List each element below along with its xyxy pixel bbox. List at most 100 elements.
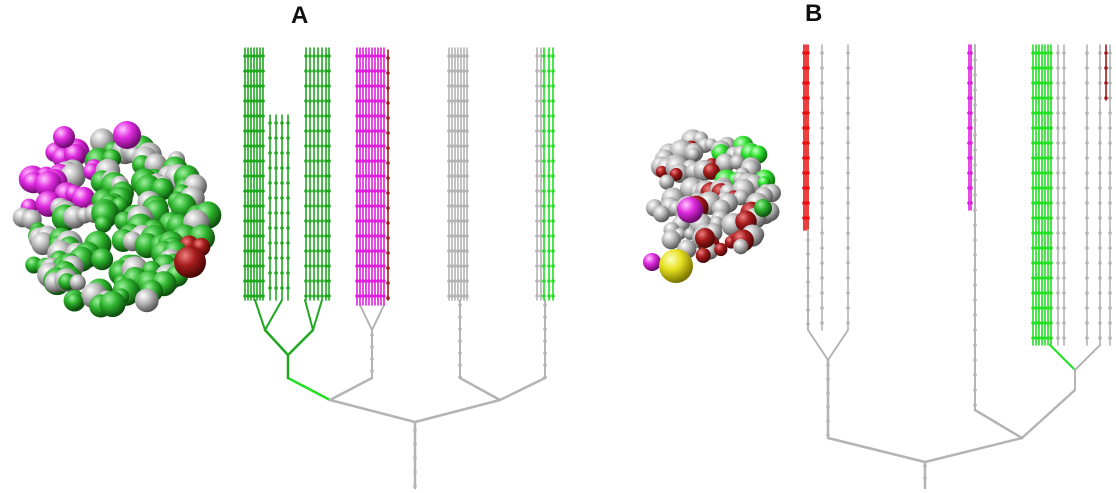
node (1049, 126, 1053, 130)
node (367, 294, 371, 298)
node (1037, 201, 1041, 205)
node (286, 256, 290, 260)
node (969, 141, 973, 145)
node (1049, 111, 1053, 115)
node (376, 279, 380, 283)
node (382, 54, 386, 58)
node (1046, 306, 1050, 310)
node (465, 249, 469, 253)
node (280, 271, 284, 275)
node (379, 159, 383, 163)
node (551, 264, 555, 268)
node (820, 96, 824, 100)
node (312, 114, 316, 118)
node (320, 159, 324, 163)
node (246, 69, 250, 73)
node (535, 264, 539, 268)
node (255, 114, 259, 118)
node (249, 294, 253, 298)
node (261, 84, 265, 88)
node (1108, 81, 1112, 85)
node (243, 189, 247, 193)
node (1085, 96, 1089, 100)
node (450, 294, 454, 298)
node (1043, 306, 1047, 310)
node (551, 189, 555, 193)
node (1037, 141, 1041, 145)
node (1046, 231, 1050, 235)
node (1031, 261, 1035, 265)
node (255, 129, 259, 133)
panel-label-a: A (291, 2, 309, 29)
node (379, 264, 383, 268)
node (820, 111, 824, 115)
node (973, 193, 977, 197)
node (1040, 186, 1044, 190)
node (258, 189, 262, 193)
node (450, 219, 454, 223)
node (286, 271, 290, 275)
node (382, 99, 386, 103)
silver-cell (733, 238, 749, 255)
node (252, 69, 256, 73)
node (453, 249, 457, 253)
node (355, 99, 359, 103)
node (255, 84, 259, 88)
node (1098, 126, 1102, 130)
node (551, 279, 555, 283)
node (268, 121, 272, 125)
node (1046, 291, 1050, 295)
node (543, 339, 547, 343)
node (327, 84, 331, 88)
node (547, 249, 551, 253)
node (252, 279, 256, 283)
node (324, 264, 328, 268)
node (320, 279, 324, 283)
node (973, 148, 977, 152)
node (547, 69, 551, 73)
node (542, 264, 546, 268)
node (379, 84, 383, 88)
node (1031, 51, 1035, 55)
node (1104, 96, 1108, 100)
node (286, 181, 290, 185)
node (846, 186, 850, 190)
brown-cell (669, 167, 683, 181)
node (373, 114, 377, 118)
node (806, 216, 810, 220)
node (806, 156, 810, 160)
node (820, 246, 824, 250)
node (320, 249, 324, 253)
node (320, 84, 324, 88)
node (1031, 231, 1035, 235)
node (376, 294, 380, 298)
node (973, 388, 977, 392)
node (456, 249, 460, 253)
node (539, 159, 543, 163)
node (450, 189, 454, 193)
node (1043, 216, 1047, 220)
node (252, 294, 256, 298)
node (1056, 291, 1060, 295)
node (1031, 321, 1035, 325)
node (258, 249, 262, 253)
node (316, 69, 320, 73)
node (1062, 81, 1066, 85)
node (364, 144, 368, 148)
node (806, 66, 810, 70)
node (382, 144, 386, 148)
node (376, 189, 380, 193)
node (268, 256, 272, 260)
node (535, 174, 539, 178)
node (1098, 81, 1102, 85)
node (373, 294, 377, 298)
node (316, 249, 320, 253)
node (806, 186, 810, 190)
node (308, 264, 312, 268)
node (458, 303, 462, 307)
node (1031, 156, 1035, 160)
node (382, 264, 386, 268)
node (543, 303, 547, 307)
node (286, 286, 290, 290)
